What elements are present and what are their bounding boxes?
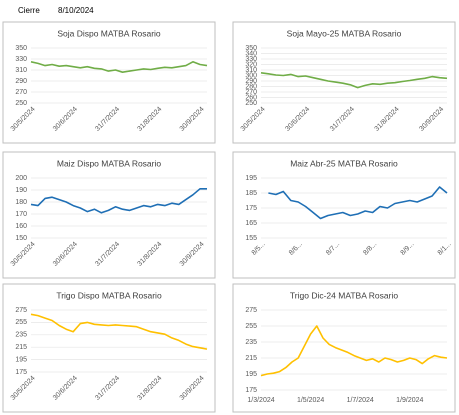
- y-tick-label: 330: [15, 56, 27, 63]
- x-tick-label: 1/5/2024: [297, 397, 324, 404]
- y-tick-label: 250: [15, 100, 27, 107]
- y-tick-label: 175: [245, 387, 257, 394]
- y-tick-label: 250: [245, 100, 257, 107]
- y-tick-label: 330: [245, 56, 257, 63]
- y-tick-label: 350: [245, 45, 257, 52]
- y-tick-label: 180: [15, 199, 27, 206]
- y-tick-label: 185: [245, 190, 257, 197]
- y-tick-label: 190: [15, 187, 27, 194]
- y-tick-label: 260: [245, 94, 257, 101]
- y-tick-label: 275: [15, 307, 27, 314]
- y-tick-label: 195: [15, 356, 27, 363]
- y-tick-label: 270: [15, 89, 27, 96]
- y-tick-label: 340: [245, 50, 257, 57]
- line: [30, 188, 207, 214]
- y-tick-label: 275: [245, 307, 257, 314]
- panel: [232, 151, 456, 279]
- y-tick-label: 215: [15, 344, 27, 351]
- y-tick-label: 320: [245, 61, 257, 68]
- y-tick-label: 235: [245, 339, 257, 346]
- panel: [2, 21, 216, 144]
- header-date: 8/10/2024: [58, 6, 94, 15]
- y-tick-label: 170: [15, 211, 27, 218]
- x-tick-label: 1/3/2024: [247, 397, 274, 404]
- y-tick-label: 350: [15, 45, 27, 52]
- line: [268, 186, 448, 220]
- y-tick-label: 175: [15, 369, 27, 376]
- chart-title: Soja Mayo-25 MATBA Rosario: [287, 28, 402, 38]
- y-tick-label: 290: [245, 78, 257, 85]
- y-tick-label: 280: [245, 83, 257, 90]
- header-label: Cierre: [18, 6, 40, 15]
- line: [260, 72, 448, 89]
- y-tick-label: 150: [15, 235, 27, 242]
- y-tick-label: 215: [245, 355, 257, 362]
- panel: [2, 151, 216, 279]
- y-tick-label: 290: [15, 78, 27, 85]
- y-tick-label: 310: [15, 67, 27, 74]
- y-tick-label: 200: [15, 175, 27, 182]
- line: [260, 325, 448, 377]
- y-tick-label: 310: [245, 67, 257, 74]
- y-tick-label: 300: [245, 72, 257, 79]
- line: [30, 313, 208, 350]
- y-tick-label: 195: [245, 371, 257, 378]
- chart-title: Trigo Dispo MATBA Rosario: [56, 290, 162, 300]
- chart-title: Trigo Dic-24 MATBA Rosario: [290, 290, 398, 300]
- x-tick-label: 1/7/2024: [347, 397, 374, 404]
- y-tick-label: 175: [245, 205, 257, 212]
- y-tick-label: 195: [245, 175, 257, 182]
- line: [30, 61, 208, 73]
- panel: [232, 283, 456, 413]
- chart-title: Maiz Dispo MATBA Rosario: [57, 158, 162, 168]
- x-tick-label: 1/9/2024: [396, 397, 423, 404]
- chart-title: Soja Dispo MATBA Rosario: [57, 28, 161, 38]
- y-tick-label: 270: [245, 89, 257, 96]
- panel: [2, 283, 216, 413]
- panel: [232, 21, 456, 144]
- y-tick-label: 255: [245, 323, 257, 330]
- y-tick-label: 255: [15, 319, 27, 326]
- y-tick-label: 235: [15, 332, 27, 339]
- chart-title: Maiz Abr-25 MATBA Rosario: [290, 158, 398, 168]
- y-tick-label: 165: [245, 220, 257, 227]
- y-tick-label: 155: [245, 235, 257, 242]
- y-tick-label: 160: [15, 223, 27, 230]
